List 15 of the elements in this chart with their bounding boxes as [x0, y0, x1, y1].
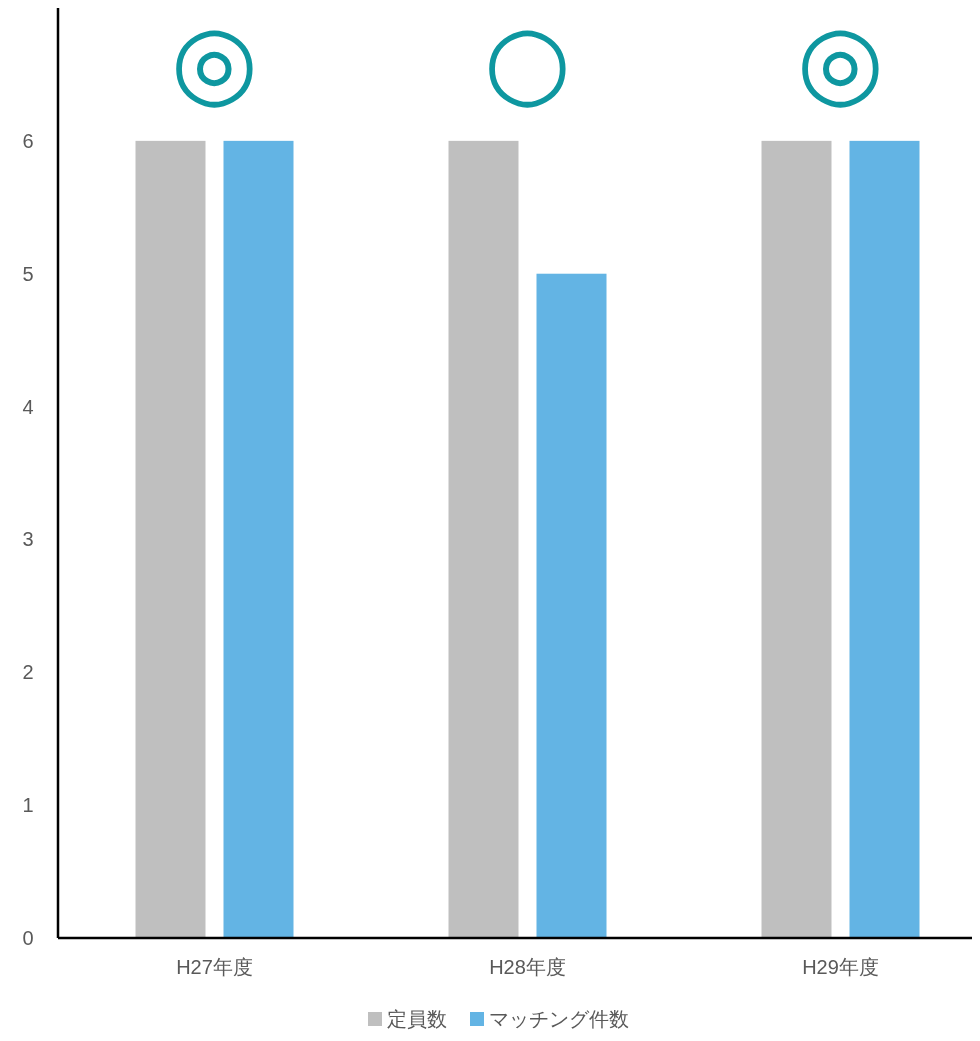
y-tick-label: 5 [22, 262, 34, 285]
y-tick-label: 2 [22, 661, 34, 684]
y-tick-label: 6 [22, 129, 34, 152]
y-tick-label: 3 [22, 528, 34, 551]
legend-label: 定員数 [387, 1008, 447, 1030]
legend-label: マッチング件数 [489, 1008, 629, 1030]
annotation: ○ [483, 2, 572, 119]
annotation: ◎ [796, 2, 885, 119]
x-tick-label: H29年度 [802, 956, 879, 978]
y-tick-label: 1 [22, 794, 34, 817]
x-tick-label: H28年度 [489, 956, 566, 978]
y-tick-label: 4 [22, 395, 34, 418]
annotation: ◎ [170, 2, 259, 119]
y-tick-label: 0 [22, 927, 34, 949]
x-tick-label: H27年度 [176, 956, 253, 978]
